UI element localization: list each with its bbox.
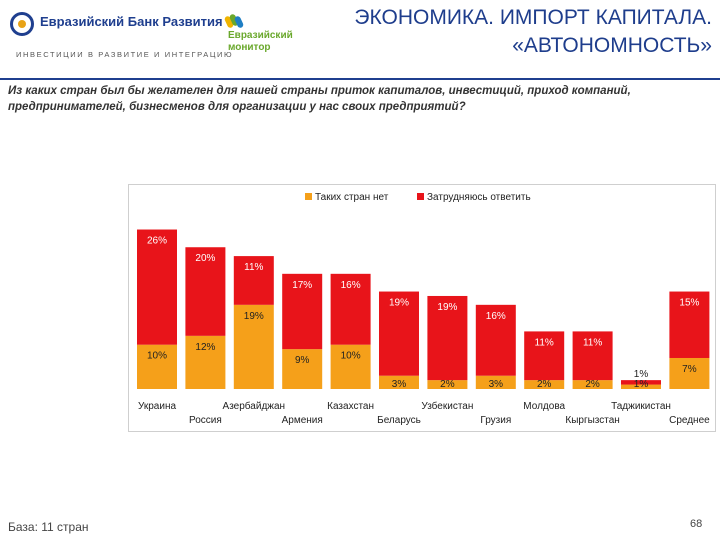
label-hard-to-say: 26% [147,236,167,247]
bar-no-countries [475,375,516,389]
bar-stack [427,295,468,389]
bar-hard-to-say [572,331,613,381]
legend-swatch-0 [305,193,312,200]
bar-hard-to-say [621,380,661,385]
bar-stack [282,273,323,389]
label-no-countries: 3% [489,379,504,390]
bar-no-countries [427,380,468,389]
bar-hard-to-say [524,331,565,381]
bar-hard-to-say [330,273,371,345]
bar-hard-to-say [427,295,468,381]
bar-hard-to-say [185,247,226,336]
category-label: Украина [138,401,177,412]
bar-no-countries [185,335,226,389]
bar-hard-to-say [475,304,516,376]
category-label: Грузия [480,415,511,426]
label-no-countries: 9% [295,355,310,366]
category-label: Кыргызстан [565,415,619,426]
bar-no-countries [572,380,613,389]
category-label: Беларусь [377,415,421,426]
category-label: Армения [282,415,323,426]
bar-hard-to-say [379,291,419,376]
label-no-countries: 7% [682,364,697,375]
header-divider [0,78,720,80]
category-label: Молдова [523,401,565,412]
bar-hard-to-say [233,256,274,305]
bank-tagline: ИНВЕСТИЦИИ В РАЗВИТИЕ И ИНТЕГРАЦИЮ [16,50,234,59]
label-hard-to-say: 20% [195,253,215,264]
monitor-mark-icon [223,13,245,29]
category-label: Таджикистан [611,401,671,412]
bar-stack [330,273,371,389]
bar-stack [379,291,419,389]
category-label: Азербайджан [223,400,286,412]
bar-no-countries [621,384,661,389]
bank-name: Евразийский Банк Развития [40,14,223,29]
bar-hard-to-say [282,273,323,350]
chart: Таких стран нет Затрудняюсь ответить 10% 26… [128,184,716,432]
label-hard-to-say: 11% [535,337,554,348]
category-label: Россия [189,415,222,426]
category-label: Узбекистан [421,400,473,412]
edb-logo-icon [10,12,34,36]
label-no-countries: 2% [585,379,600,390]
bar-hard-to-say [669,291,710,358]
label-hard-to-say: 19% [389,298,409,309]
monitor-name-line2: монитор [228,42,271,53]
eurasian-monitor-logo: Евразийский монитор [223,8,316,58]
title-line1: ЭКОНОМИКА. ИМПОРТ КАПИТАЛА. [354,6,712,29]
bar-stack [475,304,516,389]
page-number: 68 [690,518,703,530]
category-label: Среднее [669,415,710,426]
bar-no-countries [233,304,274,389]
label-no-countries: 19% [244,311,264,322]
legend-label-1: Затрудняюсь ответить [427,192,531,203]
bar-no-countries [330,344,371,389]
monitor-name-line1: Евразийский [228,30,293,41]
label-no-countries: 3% [392,379,407,390]
title-line2: «АВТОНОМНОСТЬ» [512,34,712,57]
legend-swatch-1 [417,193,424,200]
chart-svg: Таких стран нет Затрудняюсь ответить 10% 26… [137,192,710,426]
page-title: ЭКОНОМИКА. ИМПОРТ КАПИТАЛА. «АВТОНОМНОСТ… [354,4,712,60]
bar-no-countries [282,349,323,389]
legend-label-0: Таких стран нет [315,192,389,203]
bar-stack [669,291,710,389]
base-note: База: 11 стран [8,520,89,534]
label-no-countries: 10% [341,351,361,362]
label-no-countries: 1% [634,379,649,390]
bar-hard-to-say [137,229,177,345]
bar-stack [572,331,613,389]
label-hard-to-say: 11% [583,337,602,348]
label-no-countries: 2% [537,379,552,390]
label-hard-to-say: 15% [679,298,699,309]
label-hard-to-say: 11% [244,262,263,273]
label-hard-to-say: 17% [292,280,312,291]
bar-stack [137,229,177,389]
category-label: Казахстан [327,401,374,412]
bar-no-countries [379,375,419,389]
label-no-countries: 12% [195,342,215,353]
label-no-countries: 10% [147,351,167,362]
bar-stack [621,380,661,389]
bar-stack [185,247,226,389]
label-no-countries: 2% [440,379,455,390]
header: Евразийский Банк Развития ИНВЕСТИЦИИ В Р… [0,0,720,78]
label-hard-to-say: 19% [437,302,457,313]
bar-no-countries [137,344,177,389]
label-hard-to-say: 16% [341,280,361,291]
bar-stack [524,331,565,389]
bar-stack [233,256,274,389]
label-hard-to-say: 16% [486,311,506,322]
survey-question: Из каких стран был бы желателен для наше… [8,85,631,113]
bar-no-countries [669,357,710,389]
edb-logo: Евразийский Банк Развития ИНВЕСТИЦИИ В Р… [10,8,232,59]
bar-no-countries [524,380,565,389]
label-hard-to-say: 1% [634,369,649,380]
chart-legend: Таких стран нет Затрудняюсь ответить [305,192,531,203]
